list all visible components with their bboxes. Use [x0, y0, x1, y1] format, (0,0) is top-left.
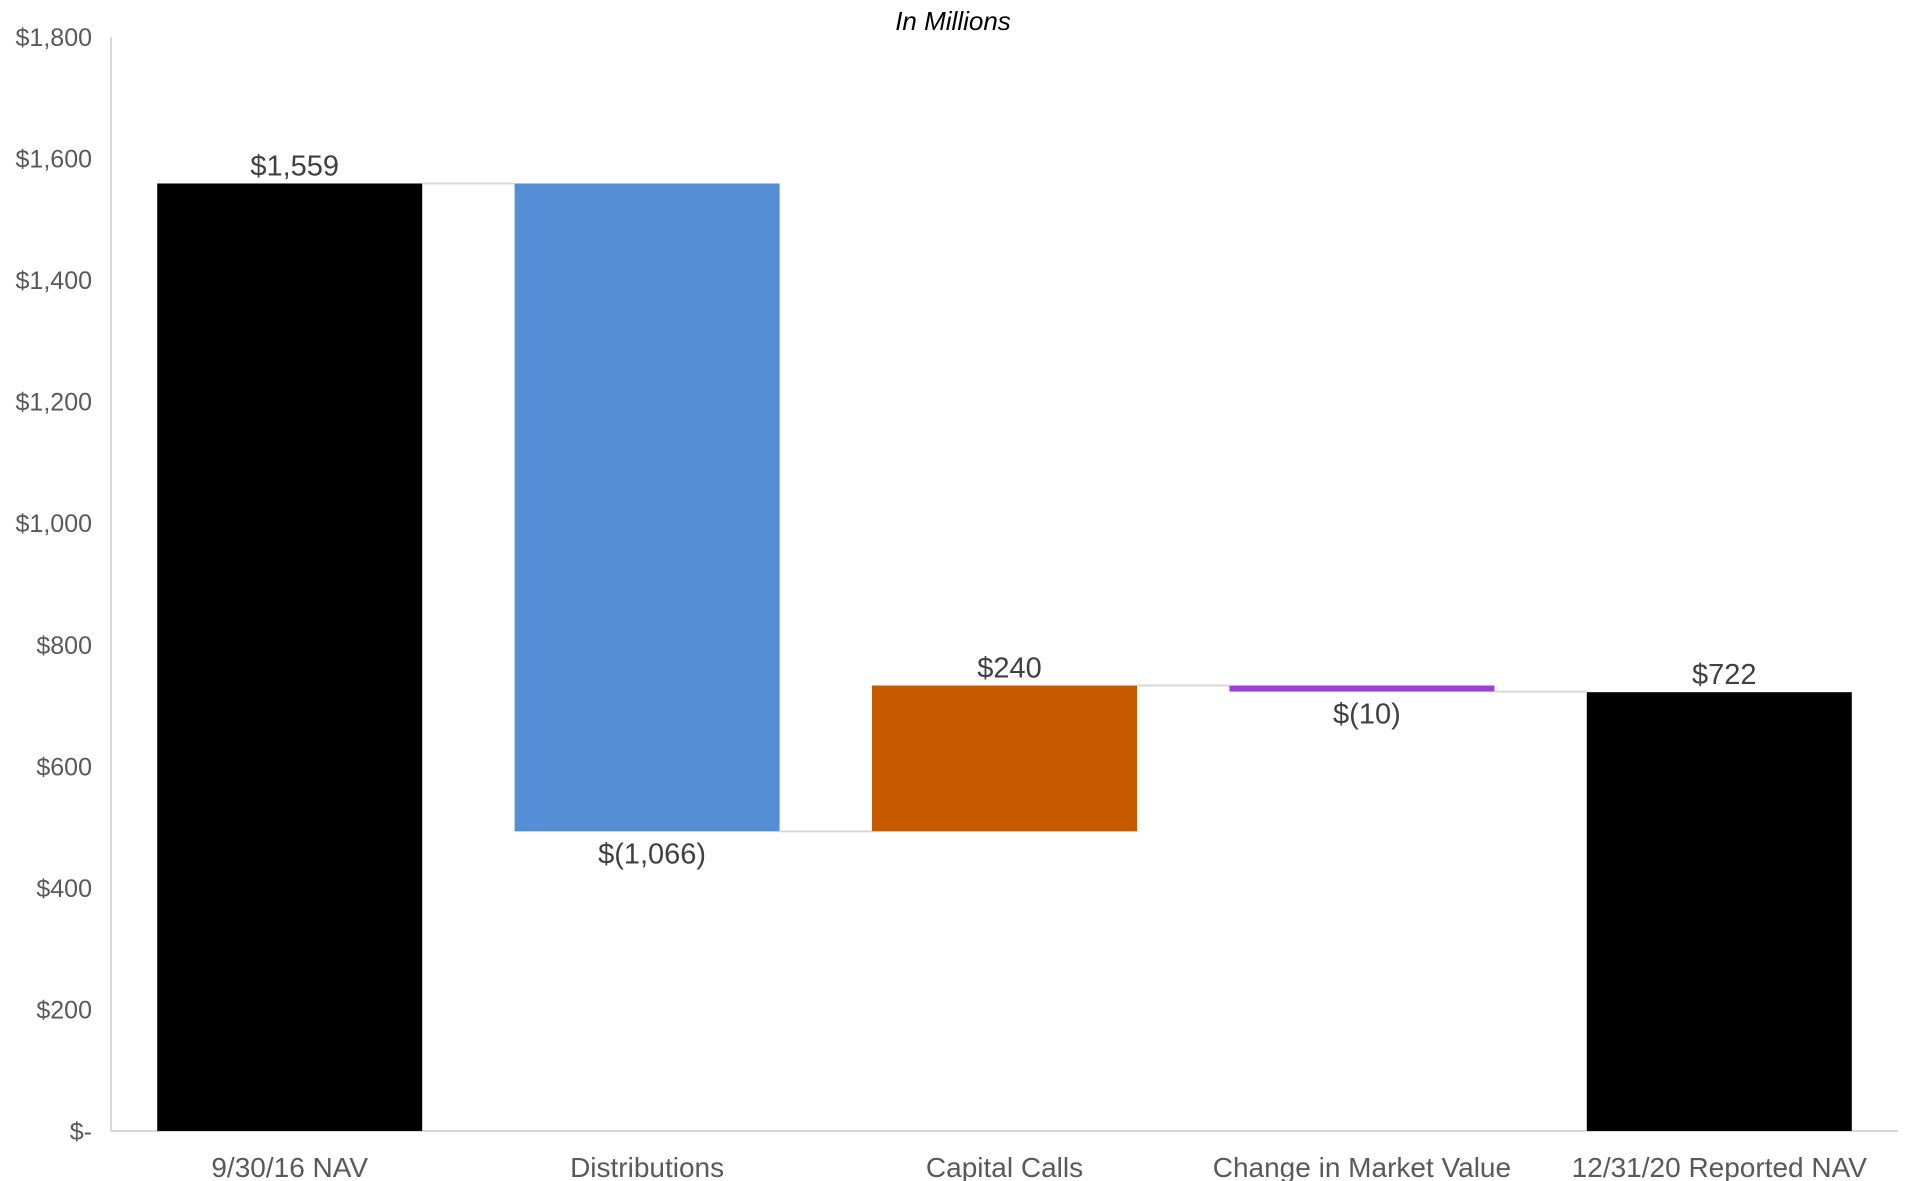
- connector-lines: [422, 182, 1587, 833]
- data-label: $(10): [1333, 699, 1401, 731]
- y-tick-label: $1,200: [16, 389, 92, 417]
- y-tick-label: $1,600: [16, 146, 92, 174]
- y-tick-label: $1,800: [16, 24, 92, 52]
- x-tick-label: 9/30/16 NAV: [211, 1152, 368, 1181]
- bar-change-in-market-value: [1229, 685, 1495, 692]
- data-labels: $1,559 $(1,066) $240 $(10) $722: [250, 150, 1756, 870]
- data-label: $1,559: [250, 150, 339, 182]
- x-tick-label: Capital Calls: [926, 1152, 1083, 1181]
- chart-title: In Millions: [895, 6, 1011, 36]
- bar-distributions: [514, 183, 780, 832]
- x-axis: 9/30/16 NAV Distributions Capital Calls Cha…: [111, 1130, 1898, 1181]
- y-tick-label: $-: [70, 1118, 92, 1146]
- x-tick-label: Change in Market Value: [1213, 1152, 1511, 1181]
- x-tick-label: 12/31/20 Reported NAV: [1572, 1152, 1868, 1181]
- y-tick-label: $800: [36, 632, 92, 660]
- y-axis: $- $200 $400 $600 $800 $1,000 $1,200 $1,400 $1,6…: [16, 24, 112, 1146]
- data-label: $722: [1692, 659, 1757, 691]
- bar-capital-calls: [872, 685, 1137, 832]
- y-tick-label: $600: [36, 753, 92, 781]
- x-tick-label: Distributions: [570, 1152, 724, 1181]
- data-label: $240: [977, 652, 1042, 684]
- data-label: $(1,066): [598, 838, 706, 870]
- y-tick-label: $1,000: [16, 510, 92, 538]
- y-tick-label: $200: [36, 996, 92, 1024]
- bar-series: [157, 183, 1852, 1132]
- bar-9-30-16-nav: [157, 183, 423, 1132]
- y-tick-label: $400: [36, 875, 92, 903]
- y-tick-label: $1,400: [16, 267, 92, 295]
- bar-12-31-20-reported-nav: [1586, 692, 1852, 1131]
